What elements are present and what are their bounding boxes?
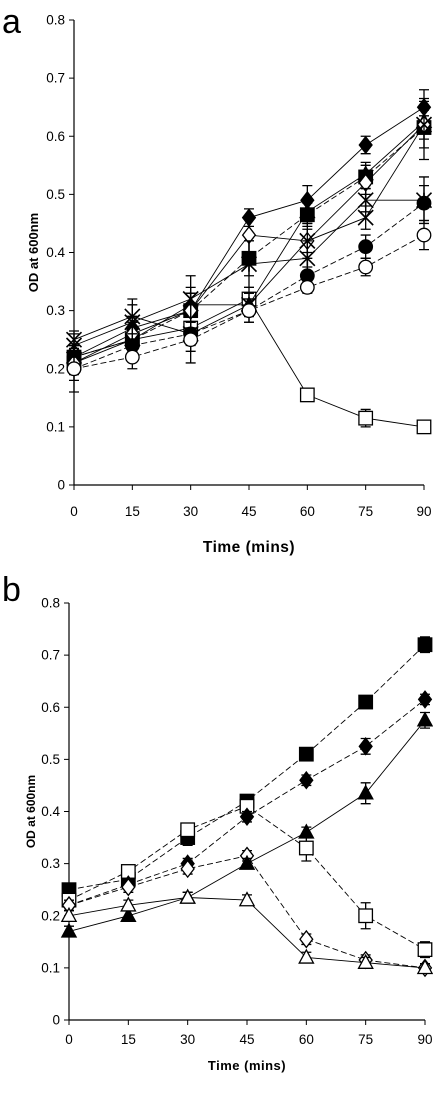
series-5 — [60, 888, 433, 975]
data-point — [415, 116, 433, 133]
chart-panel-b: 0 0.1 0.2 0.3 0.4 0.5 0.6 0.7 0.8 0 15 30 45 60 75 90 Ti… — [24, 596, 433, 1073]
data-point — [357, 784, 374, 800]
panel-b-letter: b — [2, 571, 21, 609]
x-tick-label: 0 — [65, 1032, 73, 1047]
y-tick-label: 0.3 — [46, 303, 65, 318]
data-point — [299, 202, 316, 219]
y-tick-label: 0.8 — [46, 13, 65, 28]
data-point — [417, 637, 433, 653]
y-tick-label: 0.5 — [41, 752, 60, 767]
data-point — [298, 948, 315, 964]
y-tick-label: 0 — [52, 1013, 60, 1028]
y-axis-label: OD at 600nm — [24, 775, 38, 848]
data-point — [417, 942, 433, 958]
data-point — [358, 239, 374, 255]
y-tick-label: 0.7 — [46, 71, 65, 86]
data-point — [121, 877, 136, 897]
data-point — [416, 959, 433, 975]
x-tick-label: 0 — [70, 504, 78, 519]
x-tick-label: 45 — [241, 504, 256, 519]
data-point — [299, 387, 315, 403]
y-tick-label: 0.3 — [41, 856, 60, 871]
x-tick-label: 75 — [358, 504, 373, 519]
data-point — [358, 259, 374, 275]
y-tick-label: 0.5 — [46, 187, 65, 202]
data-point — [66, 361, 82, 377]
x-tick-label: 75 — [358, 1032, 373, 1047]
data-point — [299, 250, 316, 267]
data-point — [238, 891, 256, 907]
data-point — [180, 859, 195, 879]
y-tick-label: 0.7 — [41, 648, 60, 663]
data-point — [60, 922, 78, 938]
x-axis-label: Time (mins) — [208, 1058, 286, 1073]
data-point — [417, 690, 433, 709]
series-8 — [66, 219, 432, 393]
data-point — [358, 694, 374, 710]
data-point — [120, 906, 137, 923]
x-tick-label: 30 — [180, 1032, 195, 1047]
x-tick-label: 90 — [417, 1032, 432, 1047]
data-point — [238, 854, 256, 870]
data-point — [120, 896, 137, 912]
data-point — [241, 303, 257, 319]
chart-panel-a: 0 0.1 0.2 0.3 0.4 0.5 0.6 0.7 0.8 0 15 30 45 60 75 90 Ti… — [26, 13, 433, 556]
y-tick-label: 0.2 — [41, 908, 60, 923]
x-tick-label: 60 — [299, 1032, 314, 1047]
y-tick-label: 0.8 — [41, 596, 60, 611]
y-tick-label: 0.6 — [46, 129, 65, 144]
y-tick-label: 0.1 — [46, 419, 65, 434]
data-point — [60, 906, 78, 923]
series-6 — [65, 176, 433, 358]
data-point — [416, 711, 433, 727]
y-tick-label: 0.4 — [46, 245, 65, 260]
data-point — [416, 195, 432, 211]
data-point — [416, 227, 432, 243]
x-tick-label: 90 — [416, 504, 431, 519]
x-tick-label: 30 — [183, 504, 198, 519]
data-point — [124, 349, 140, 365]
data-point — [239, 807, 255, 827]
data-point — [357, 953, 374, 969]
data-point — [357, 209, 374, 226]
data-point — [240, 256, 258, 273]
x-axis-label: Time (mins) — [203, 539, 295, 556]
data-point — [416, 419, 432, 435]
data-point — [180, 822, 196, 838]
data-point — [179, 888, 196, 904]
data-point — [357, 192, 374, 209]
x-tick-label: 15 — [125, 504, 140, 519]
y-tick-label: 0.6 — [41, 700, 60, 715]
data-point — [299, 770, 314, 790]
x-tick-label: 60 — [300, 504, 315, 519]
data-point — [298, 840, 314, 856]
data-point — [358, 908, 374, 924]
data-point — [298, 746, 314, 762]
data-point — [182, 290, 199, 308]
y-tick-label: 0.4 — [41, 804, 60, 819]
y-tick-label: 0 — [57, 478, 65, 493]
y-axis-label: OD at 600nm — [26, 213, 41, 292]
y-tick-label: 0.1 — [41, 960, 60, 975]
data-point — [299, 279, 315, 295]
x-tick-label: 45 — [239, 1032, 254, 1047]
data-point — [358, 410, 374, 426]
data-point — [358, 135, 373, 155]
data-point — [124, 314, 141, 331]
data-point — [298, 823, 315, 839]
data-point — [358, 737, 373, 756]
panel-a-letter: a — [2, 3, 21, 41]
y-tick-label: 0.2 — [46, 361, 65, 376]
data-point — [183, 332, 199, 348]
data-point — [299, 929, 314, 949]
x-tick-label: 15 — [121, 1032, 136, 1047]
